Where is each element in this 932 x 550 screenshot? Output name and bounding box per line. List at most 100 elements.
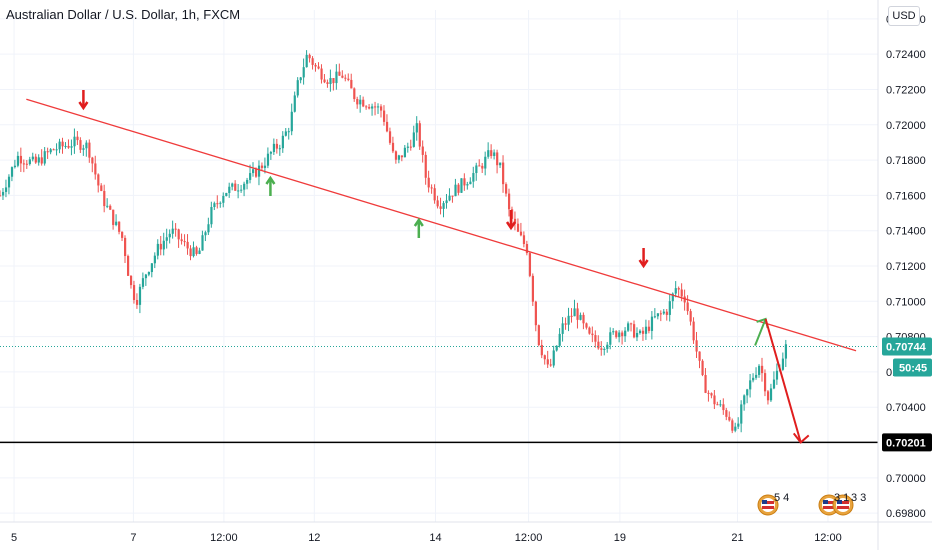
time-axis[interactable]: 5 7 12:00 12 14 12:00 19 21 12:00 xyxy=(11,532,842,544)
candle-body xyxy=(769,388,773,401)
candle-body xyxy=(397,155,401,160)
candle-body xyxy=(144,274,148,279)
candle-body xyxy=(371,106,374,109)
candle-body xyxy=(507,193,511,210)
candle-body xyxy=(582,314,585,324)
candle-body xyxy=(204,232,207,236)
candle-body xyxy=(528,253,532,276)
us-flag-event-icon[interactable] xyxy=(757,494,779,516)
candle-body xyxy=(147,272,151,275)
candle-body xyxy=(43,151,46,164)
candle-body xyxy=(79,140,82,150)
candle-body xyxy=(278,148,281,150)
candle-body xyxy=(25,163,28,165)
candle-body xyxy=(412,132,415,147)
candle-body xyxy=(332,78,335,84)
candle-body xyxy=(597,341,600,349)
candle-body xyxy=(701,360,704,376)
projection-path xyxy=(754,317,810,444)
candle-body xyxy=(647,326,651,331)
candle-body xyxy=(177,229,180,240)
candle-body xyxy=(189,248,192,257)
candle-body xyxy=(141,278,145,287)
candle-body xyxy=(150,263,154,273)
candle-body xyxy=(665,311,668,315)
current-price-label: 0.70744 xyxy=(886,342,927,354)
candle-body xyxy=(338,71,341,76)
candle-body xyxy=(635,332,639,338)
candle-body xyxy=(549,364,552,366)
candle-body xyxy=(567,315,570,325)
event-count-label: 5 4 xyxy=(774,492,789,504)
us-flag-event-icon[interactable] xyxy=(832,494,854,516)
candle-body xyxy=(585,323,588,328)
candle-body xyxy=(439,206,442,209)
candle-body xyxy=(496,152,499,166)
candle-body xyxy=(436,200,439,207)
time-tick-label: 12:00 xyxy=(814,532,842,544)
candle-body xyxy=(168,233,171,238)
candle-body xyxy=(784,344,788,359)
time-tick-label: 7 xyxy=(130,532,136,544)
candle-body xyxy=(55,149,58,151)
candle-body xyxy=(246,179,249,184)
candle-body xyxy=(305,54,308,68)
candle-body xyxy=(594,335,597,342)
candle-body xyxy=(94,163,97,175)
candle-body xyxy=(162,240,165,250)
candlestick-series xyxy=(0,50,788,434)
time-tick-label: 14 xyxy=(429,532,441,544)
candle-body xyxy=(359,99,362,105)
descending-trendline[interactable] xyxy=(26,98,857,352)
candle-body xyxy=(653,316,657,318)
candle-body xyxy=(760,365,764,374)
candle-body xyxy=(388,131,392,143)
price-tick-label: 0.71400 xyxy=(886,226,926,238)
candle-body xyxy=(299,77,302,81)
candle-body xyxy=(207,224,210,233)
candle-body xyxy=(335,71,338,84)
candle-body xyxy=(746,389,749,396)
candle-body xyxy=(296,80,299,96)
candle-body xyxy=(132,285,136,300)
candle-body xyxy=(192,247,195,257)
candle-body xyxy=(502,162,505,185)
candle-body xyxy=(356,99,359,105)
resistance-arrow-1-head xyxy=(78,101,89,111)
projection-down-head xyxy=(792,432,810,444)
candle-body xyxy=(183,241,186,243)
candle-body xyxy=(22,163,26,165)
candle-body xyxy=(710,393,713,396)
price-tick-label: 0.71800 xyxy=(886,155,926,167)
candle-body xyxy=(758,365,761,375)
candle-body xyxy=(269,152,273,154)
candle-body xyxy=(448,195,451,201)
time-tick-label: 12:00 xyxy=(210,532,238,544)
candle-body xyxy=(695,340,698,352)
candle-body xyxy=(600,348,603,350)
candle-body xyxy=(737,423,740,427)
candle-body xyxy=(174,228,177,230)
candle-body xyxy=(451,195,454,197)
candle-body xyxy=(457,184,460,193)
candle-body xyxy=(618,332,621,338)
candle-body xyxy=(490,150,493,156)
candle-body xyxy=(734,426,737,431)
candle-body xyxy=(400,155,404,158)
resistance-arrow-2-head xyxy=(505,221,517,231)
candle-body xyxy=(329,78,332,84)
candle-body xyxy=(249,173,252,180)
candle-body xyxy=(314,64,317,67)
time-tick-label: 19 xyxy=(614,532,626,544)
candle-body xyxy=(743,395,746,405)
candle-body xyxy=(621,332,624,337)
candle-body xyxy=(129,275,133,286)
candle-body xyxy=(680,289,683,297)
candle-body xyxy=(719,404,722,406)
candle-body xyxy=(570,315,573,317)
candle-body xyxy=(353,88,356,100)
currency-button[interactable]: USD xyxy=(888,6,920,26)
candle-body xyxy=(263,165,267,168)
